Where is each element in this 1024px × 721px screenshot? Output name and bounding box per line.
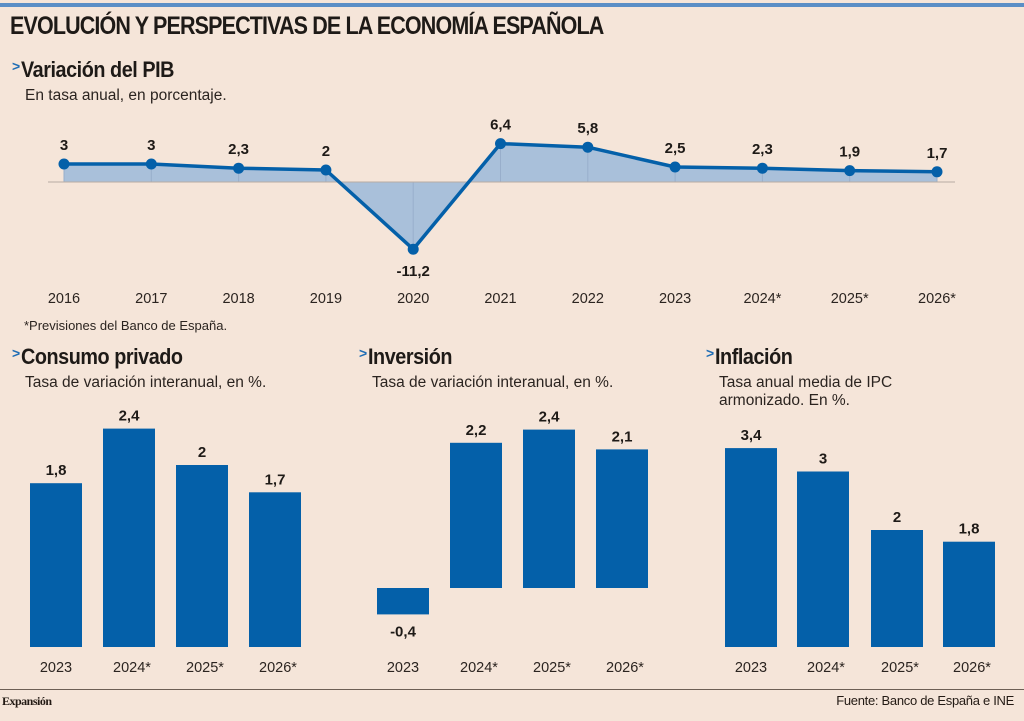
inflacion-x-tick: 2025* [881, 660, 919, 676]
pib-chart: 3 2016 3 2017 2,3 2018 2 2019 -11,2 2020 6,4 2021 5,… [48, 117, 956, 307]
inflacion-subtitle-line1: Tasa anual media de IPC [719, 374, 893, 391]
chevron-right-icon: > [706, 345, 715, 361]
source-note: Fuente: Banco de España e INE [836, 693, 1014, 708]
main-title: EVOLUCIÓN Y PERSPECTIVAS DE LA ECONOMÍA … [10, 12, 604, 40]
inversion-data-label: 2,1 [612, 428, 633, 445]
inflacion-bar [943, 541, 995, 647]
pib-data-label: 2 [322, 143, 330, 160]
inversion-bar [377, 588, 429, 615]
pib-point [669, 161, 681, 173]
inversion-data-label: -0,4 [390, 623, 417, 640]
inflacion-bar [725, 448, 777, 647]
consumo-data-label: 1,7 [265, 471, 286, 488]
pib-data-label: 2,5 [665, 140, 686, 157]
pib-x-tick: 2026* [918, 291, 956, 307]
inversion-x-tick: 2024* [460, 660, 498, 676]
pib-x-tick: 2019 [310, 291, 342, 307]
inflacion-heading: >Inflación [706, 344, 801, 370]
pib-x-tick: 2022 [572, 291, 604, 307]
pib-subtitle: En tasa anual, en porcentaje. [25, 87, 227, 104]
consumo-x-tick: 2025* [186, 660, 224, 676]
inversion-bar [450, 442, 502, 588]
inversion-x-tick: 2023 [387, 660, 419, 676]
pib-x-tick: 2017 [135, 291, 167, 307]
consumo-subtitle: Tasa de variación interanual, en %. [25, 374, 267, 391]
pib-x-tick: 2023 [659, 291, 691, 307]
consumo-bar [249, 492, 301, 647]
inversion-title: Inversión [368, 344, 453, 369]
pib-point [145, 158, 157, 170]
inflacion-x-tick: 2024* [807, 660, 845, 676]
consumo-heading: >Consumo privado [12, 344, 201, 370]
inflacion-bar [871, 530, 923, 647]
consumo-x-tick: 2026* [259, 660, 297, 676]
inversion-bar [523, 429, 575, 588]
consumo-data-label: 2,4 [119, 408, 141, 425]
pib-point [320, 164, 332, 176]
consumo-data-label: 2 [198, 444, 206, 461]
consumo-bar [176, 465, 228, 647]
pib-data-label: 1,7 [927, 145, 948, 162]
pib-data-label: -11,2 [397, 263, 430, 280]
pib-data-label: 1,9 [839, 144, 860, 161]
pib-x-tick: 2016 [48, 291, 80, 307]
brand-logo: Expansión [2, 694, 52, 708]
pib-data-label: 2,3 [228, 141, 249, 158]
inflacion-subtitle-line2: armonizado. En %. [719, 392, 850, 409]
pib-data-label: 3 [147, 137, 155, 154]
consumo-bar [30, 483, 82, 647]
inflacion-data-label: 3 [819, 451, 827, 468]
consumo-data-label: 1,8 [46, 462, 67, 479]
inversion-subtitle: Tasa de variación interanual, en %. [372, 374, 614, 391]
pib-point [495, 138, 506, 150]
consumo-bar [103, 428, 155, 647]
pib-point [931, 166, 943, 178]
inflacion-data-label: 3,4 [741, 427, 763, 444]
footer-divider [0, 689, 1024, 690]
inversion-data-label: 2,2 [466, 422, 487, 439]
pib-point [756, 162, 768, 174]
pib-x-tick: 2021 [484, 291, 516, 307]
pib-x-tick: 2025* [831, 291, 869, 307]
inversion-data-label: 2,4 [539, 409, 561, 426]
chevron-right-icon: > [12, 345, 21, 361]
inversion-x-tick: 2025* [533, 660, 571, 676]
inflacion-title: Inflación [715, 344, 793, 369]
inflacion-data-label: 1,8 [959, 521, 980, 538]
inflacion-data-label: 2 [893, 509, 901, 526]
pib-x-tick: 2024* [743, 291, 781, 307]
inversion-heading: >Inversión [359, 344, 462, 370]
pib-data-label: 3 [60, 137, 68, 154]
consumo-x-tick: 2023 [40, 660, 72, 676]
pib-x-tick: 2018 [222, 291, 254, 307]
inflacion-bar [797, 471, 849, 647]
pib-point [233, 162, 245, 174]
consumo-x-tick: 2024* [113, 660, 151, 676]
inversion-x-tick: 2026* [606, 660, 644, 676]
inversion-bar [596, 449, 648, 588]
pib-data-label: 6,4 [490, 117, 512, 134]
inflacion-x-tick: 2026* [953, 660, 991, 676]
pib-data-label: 5,8 [577, 120, 598, 137]
pib-title: Variación del PIB [21, 57, 175, 82]
pib-point [58, 158, 70, 170]
bar-charts: 1,8 2023 2,4 2024* 2 2025* 1,7 2026* -0,4 2023 2,2… [30, 408, 995, 676]
pib-point [582, 141, 594, 153]
pib-data-label: 2,3 [752, 141, 773, 158]
consumo-title: Consumo privado [21, 344, 183, 369]
top-accent-bar [0, 3, 1024, 7]
pib-point [407, 243, 419, 255]
inflacion-x-tick: 2023 [735, 660, 767, 676]
pib-x-tick: 2020 [397, 291, 429, 307]
chevron-right-icon: > [359, 345, 368, 361]
chevron-right-icon: > [12, 58, 21, 74]
pib-point [844, 165, 856, 177]
pib-footnote: *Previsiones del Banco de España. [24, 318, 228, 333]
pib-heading: >Variación del PIB [12, 57, 191, 83]
